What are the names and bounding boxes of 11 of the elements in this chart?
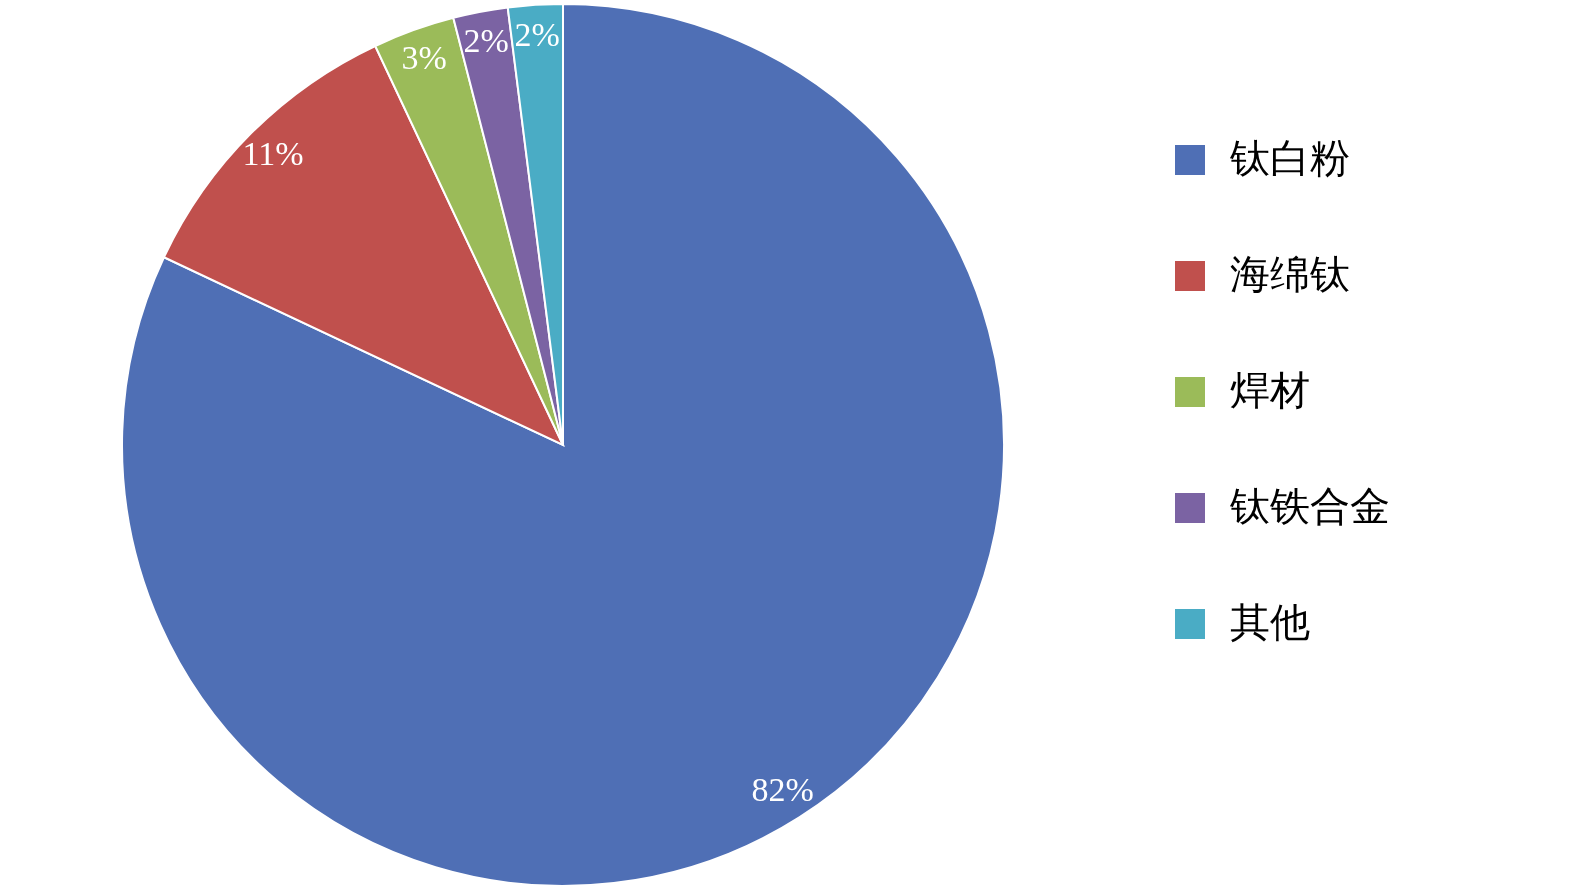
data-label: 3% xyxy=(401,39,447,77)
data-label: 82% xyxy=(751,771,814,809)
pie-slice xyxy=(121,3,1005,887)
data-label: 2% xyxy=(463,22,509,60)
legend-label: 钛白粉 xyxy=(1229,135,1350,181)
legend-label: 钛铁合金 xyxy=(1229,483,1390,529)
data-label: 2% xyxy=(514,15,560,53)
legend-label: 海绵钛 xyxy=(1230,251,1350,297)
legend-label: 其他 xyxy=(1230,599,1310,645)
legend-label: 焊材 xyxy=(1230,367,1310,413)
data-label: 11% xyxy=(242,135,304,173)
